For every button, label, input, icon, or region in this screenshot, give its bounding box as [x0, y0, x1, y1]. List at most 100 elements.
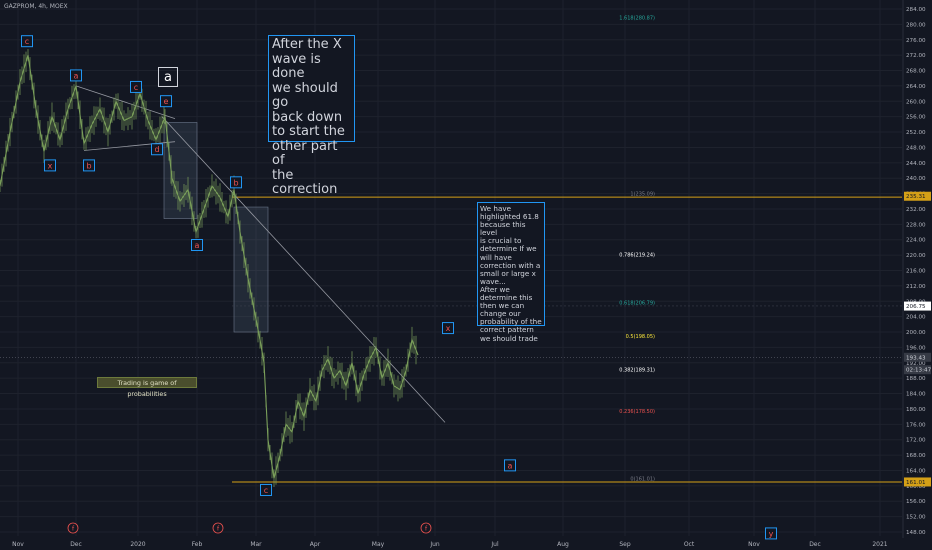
trend-line [161, 116, 446, 423]
wave-label-box [230, 176, 242, 189]
price-tick-label: 248.00 [906, 145, 926, 151]
price-badge-label: 02:13:47 [906, 368, 932, 374]
cycle-marker [420, 522, 432, 534]
time-tick-label: Jul [490, 541, 499, 548]
price-badge-label: 206.75 [906, 304, 926, 310]
wave-label: e [164, 97, 169, 106]
time-tick-label: May [372, 541, 385, 548]
wave-label-box [83, 159, 95, 172]
wave-label: a [74, 71, 79, 80]
fib-level-label: 0.236(178.50) [619, 409, 655, 415]
cycle-marker-label: f [72, 526, 75, 533]
time-tick-label: Dec [70, 541, 82, 548]
time-tick-label: Dec [809, 541, 821, 548]
price-tick-label: 152.00 [906, 515, 926, 521]
trend-line [75, 85, 176, 119]
wave-label-box [504, 459, 516, 472]
note-x-wave: After the X wave is done we should go ba… [268, 35, 355, 197]
wave-label-box [70, 69, 82, 82]
price-tick-label: 228.00 [906, 222, 926, 228]
price-tick-label: 184.00 [906, 392, 926, 398]
symbol-title: GAZPROM, 4h, MOEX [4, 3, 68, 10]
time-tick-label: Nov [748, 541, 760, 548]
price-tick-label: 256.00 [906, 115, 926, 121]
fib-retracement: 1.618(280.87) 1(235.09) 0.786(219.24) 0.618… [0, 16, 902, 483]
time-tick-label: Jun [429, 541, 440, 548]
time-tick-label: Sep [619, 541, 631, 548]
price-tick-label: 200.00 [906, 330, 926, 336]
price-tick-label: 264.00 [906, 84, 926, 90]
chart-grid [0, 0, 902, 536]
price-series [0, 48, 419, 488]
price-tick-label: 280.00 [906, 22, 926, 28]
fib-level-label: 0.618(206.79) [619, 300, 655, 306]
wave-label-box [21, 35, 33, 48]
cycle-marker [212, 522, 224, 534]
price-axis[interactable]: 148.00 152.00 156.00 160.00 164.00 168.00 172.… [902, 0, 932, 538]
price-tick-label: 148.00 [906, 530, 926, 536]
note-probabilities: Trading is game of probabilities [97, 377, 197, 398]
price-tick-label: 192.00 [906, 361, 926, 367]
price-tick-label: 232.00 [906, 207, 926, 213]
wave-label-box [130, 80, 142, 93]
fib-level-label: 1.618(280.87) [619, 16, 655, 22]
wave-label-box [442, 322, 454, 335]
wave-label: b [86, 161, 91, 170]
fib-level-label: 0.382(189.31) [619, 368, 655, 374]
wave-label: y [769, 529, 774, 538]
price-tick-label: 220.00 [906, 253, 926, 259]
wave-label-box [260, 483, 272, 496]
time-axis[interactable]: Nov Dec 2020 Feb Mar Apr May Jun Jul Aug Sep Oct Nov… [12, 541, 888, 548]
cycle-marker-label: f [425, 526, 428, 533]
time-tick-label: Nov [12, 541, 24, 548]
time-tick-label: Aug [557, 541, 569, 548]
price-tick-label: 240.00 [906, 176, 926, 182]
wave-label: d [154, 145, 159, 154]
price-badge [904, 191, 931, 201]
note-fib-618: We have highlighted 61.8 because this le… [477, 202, 545, 342]
trend-lines [75, 85, 446, 423]
wave-label-box [765, 527, 777, 540]
price-badge [904, 301, 931, 311]
time-tick-label: 2021 [872, 541, 887, 548]
price-badge [904, 365, 931, 375]
price-tick-label: 168.00 [906, 453, 926, 459]
cycle-marker-label: f [217, 526, 220, 533]
wave-label: c [134, 83, 138, 92]
price-tick-label: 172.00 [906, 438, 926, 444]
wave-label-box [160, 95, 172, 108]
price-tick-label: 180.00 [906, 407, 926, 413]
time-tick-label: 2020 [130, 541, 145, 548]
price-tick-label: 176.00 [906, 422, 926, 428]
wave-label-box [151, 143, 163, 156]
price-tick-label: 204.00 [906, 315, 926, 321]
price-badge [904, 477, 931, 487]
price-tick-label: 268.00 [906, 69, 926, 75]
wave-label: x [48, 161, 53, 170]
wave-label: x [446, 324, 451, 333]
wave-label: b [233, 178, 238, 187]
price-badge-label: 161.01 [906, 480, 926, 486]
wave-label: c [264, 486, 268, 495]
time-tick-label: Oct [684, 541, 695, 548]
fib-level-label: 1(235.09) [630, 192, 655, 198]
trend-line [83, 141, 176, 151]
price-tick-label: 252.00 [906, 130, 926, 136]
price-badge [904, 352, 931, 362]
price-tick-label: 196.00 [906, 345, 926, 351]
wave-label-box [44, 159, 56, 172]
price-line [0, 54, 419, 479]
range-box [163, 122, 198, 219]
time-tick-label: Apr [310, 541, 321, 548]
wave-label: a [508, 461, 513, 470]
price-tick-label: 188.00 [906, 376, 926, 382]
price-tick-label: 276.00 [906, 38, 926, 44]
price-tick-label: 216.00 [906, 269, 926, 275]
time-tick-label: Mar [250, 541, 262, 548]
price-tick-label: 284.00 [906, 7, 926, 13]
fib-level-label: 0.5(198.05) [626, 334, 655, 340]
wave-label-a-large: a [158, 67, 178, 87]
price-tick-label: 156.00 [906, 499, 926, 505]
